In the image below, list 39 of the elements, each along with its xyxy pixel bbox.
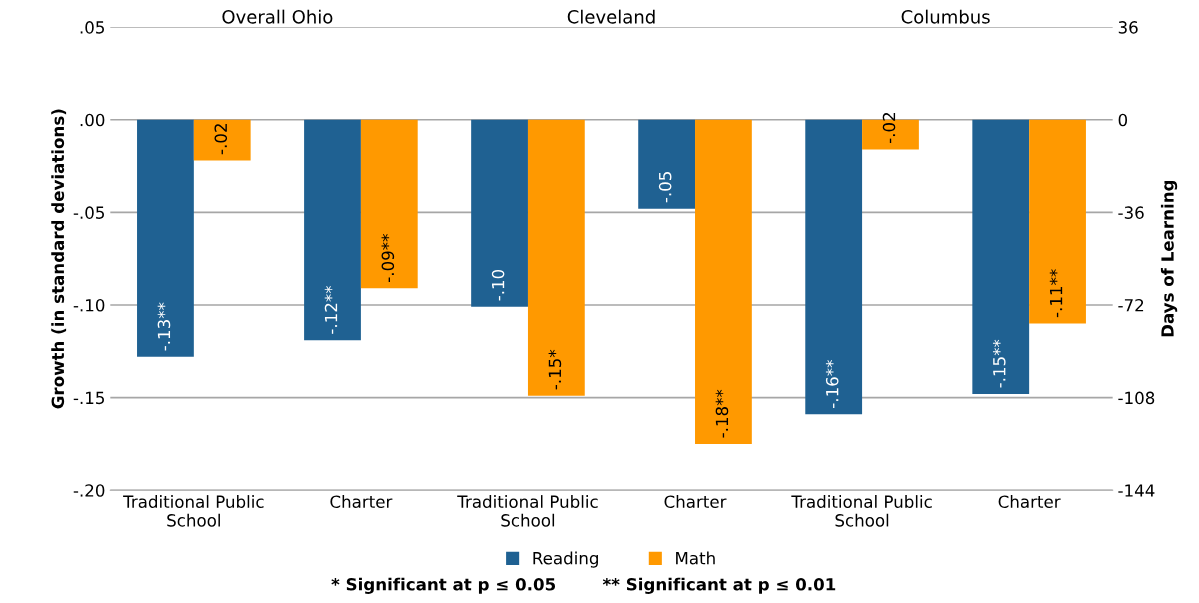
text: Cleveland	[567, 9, 655, 24]
y2-tick-label: 0	[1118, 113, 1128, 127]
text: * Significant at p ≤ 0.05	[331, 577, 556, 594]
y-tick-label: -.10	[73, 298, 105, 312]
data-label: -.15**	[992, 339, 1006, 388]
y-tick-label: -.20	[73, 484, 105, 497]
y-tick-label: .05	[80, 21, 104, 34]
y-tick-label: .00	[80, 113, 105, 127]
x-tick-label: Traditional Public School	[457, 495, 598, 527]
y2-tick-label: -36	[1118, 206, 1144, 219]
text: ** Significant at p ≤ 0.01	[602, 577, 836, 594]
y2-tick-label: -72	[1118, 298, 1144, 312]
data-label: -.09**	[381, 234, 395, 282]
data-label: -.16**	[825, 360, 839, 408]
data-label: -.12**	[324, 285, 338, 334]
legend-label: Reading	[533, 551, 598, 568]
y2-tick-label: -108	[1118, 391, 1155, 405]
data-label: -.02	[214, 124, 228, 155]
x-tick-label: Traditional Public School	[791, 495, 932, 527]
data-label: -.05	[658, 172, 672, 203]
x-tick-label: Charter	[664, 495, 727, 508]
x-tick-label: Traditional Public School	[123, 495, 264, 527]
data-label: -.11**	[1049, 269, 1063, 318]
legend-label: Math	[676, 551, 715, 565]
text: Overall Ohio	[222, 9, 333, 24]
y-axis-title: Growth (in standard deviations)	[51, 109, 67, 409]
y2-tick-label: -144	[1118, 484, 1155, 497]
text: Columbus	[901, 9, 990, 24]
data-label: -.13**	[157, 302, 171, 351]
y2-axis-title: Days of Learning	[1160, 180, 1178, 337]
x-tick-label: Charter	[998, 495, 1061, 508]
y-tick-label: -.15	[73, 391, 104, 405]
y-tick-label: -.05	[73, 206, 104, 219]
data-label: -.18**	[715, 389, 729, 438]
data-label: -.02	[882, 112, 896, 144]
data-label: -.10	[491, 269, 505, 301]
y2-tick-label: 36	[1118, 21, 1138, 34]
data-label: -.15*	[548, 349, 562, 390]
x-tick-label: Charter	[330, 495, 393, 508]
